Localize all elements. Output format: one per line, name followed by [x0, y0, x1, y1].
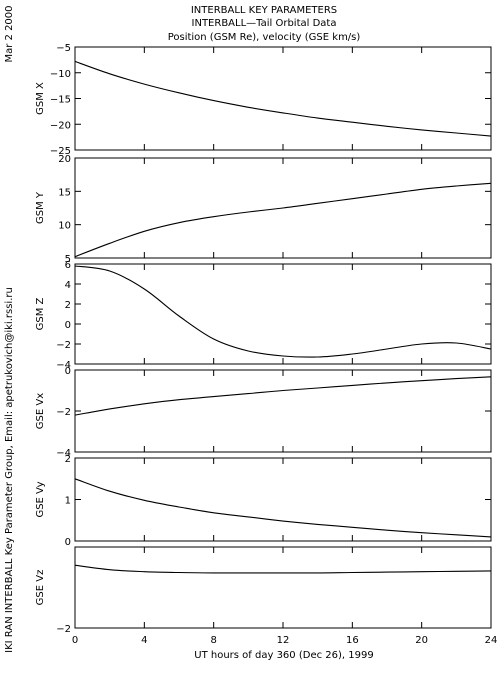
- panel-frame: [74, 369, 492, 453]
- y-tick-label: 0: [65, 320, 71, 331]
- x-tick-label: 8: [210, 635, 216, 646]
- y-tick-label: 10: [58, 221, 71, 232]
- y-tick-label: −15: [50, 95, 71, 106]
- credit-line: IKI RAN INTERBALL Key Parameter Group, E…: [4, 287, 15, 653]
- y-axis-title: GSM Z: [35, 297, 46, 330]
- panel-6: −2 GSE Vz 0 4 8 12 16 20 24: [35, 546, 498, 646]
- y-axis-title: GSM Y: [35, 191, 46, 224]
- title-line-3: Position (GSM Re), velocity (GSE km/s): [168, 32, 361, 43]
- y-tick-label: 0: [65, 537, 71, 548]
- y-tick-label: 4: [65, 280, 71, 291]
- y-axis-title: GSM X: [35, 82, 46, 115]
- panel-frame: [74, 263, 492, 365]
- y-tick-label: 6: [65, 260, 71, 271]
- title-line-1: INTERBALL KEY PARAMETERS: [191, 5, 337, 16]
- y-tick-label: −4: [56, 448, 71, 459]
- series-line: [74, 265, 492, 358]
- panel-4: −4 −2 0 GSE Vx: [35, 366, 492, 459]
- y-tick-label: −5: [56, 43, 71, 54]
- y-tick-label: 2: [65, 454, 71, 465]
- y-axis-title: GSE Vy: [35, 481, 46, 517]
- y-axis-title: GSE Vx: [35, 393, 46, 429]
- date-stamp: Mar 2 2000: [4, 5, 15, 62]
- panel-5: 0 1 2 GSE Vy: [35, 454, 492, 548]
- y-tick-label: 20: [58, 154, 71, 165]
- panel-frame: [74, 46, 492, 151]
- x-tick-label: 20: [415, 635, 428, 646]
- y-tick-label: −10: [50, 69, 71, 80]
- x-tick-label: 0: [72, 635, 78, 646]
- series-line: [74, 478, 492, 538]
- y-tick-label: 2: [65, 300, 71, 311]
- y-tick-label: −4: [56, 360, 71, 371]
- y-axis-title: GSE Vz: [35, 570, 46, 606]
- panel-1: −25 −20 −15 −10 −5 GSM X: [35, 43, 492, 157]
- series-line: [74, 60, 492, 137]
- panel-frame: [74, 457, 492, 542]
- x-axis-title: UT hours of day 360 (Dec 26), 1999: [194, 650, 373, 661]
- y-tick-label: −2: [56, 624, 71, 635]
- y-tick-label: −20: [50, 120, 71, 131]
- series-line: [74, 376, 492, 416]
- title-line-2: INTERBALL—Tail Orbital Data: [192, 18, 337, 29]
- x-tick-label: 12: [277, 635, 290, 646]
- y-tick-label: −2: [56, 407, 71, 418]
- series-line: [74, 182, 492, 258]
- series-line: [74, 564, 492, 574]
- y-tick-label: 5: [65, 254, 71, 265]
- y-tick-label: −2: [56, 340, 71, 351]
- x-tick-label: 24: [485, 635, 498, 646]
- panel-3: −4 −2 0 2 4 6 GSM Z: [35, 260, 492, 371]
- y-tick-label: 15: [58, 187, 71, 198]
- panel-frame: [74, 546, 492, 629]
- y-tick-label: 0: [65, 366, 71, 377]
- x-tick-label: 4: [141, 635, 147, 646]
- x-tick-label: 16: [346, 635, 359, 646]
- panel-2: 5 10 15 20 GSM Y: [35, 154, 492, 265]
- y-tick-label: 1: [65, 496, 71, 507]
- y-tick-label: −25: [50, 146, 71, 157]
